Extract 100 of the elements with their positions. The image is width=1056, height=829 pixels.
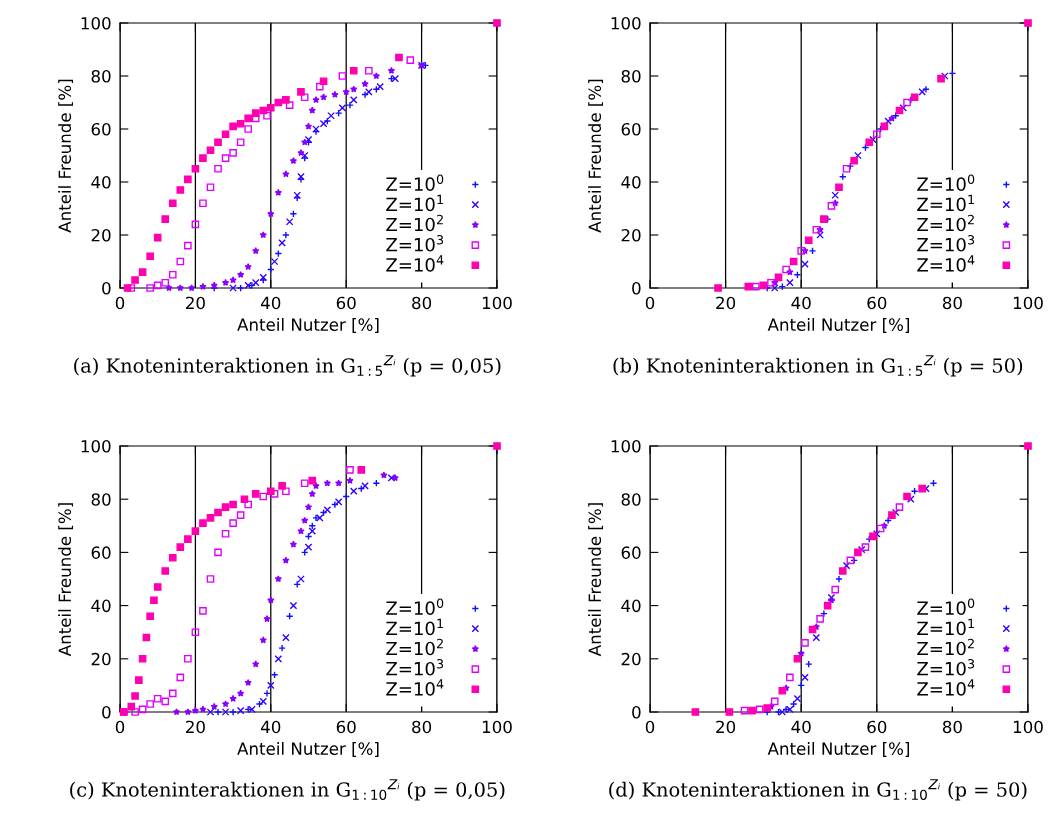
point: [266, 681, 275, 690]
point: [221, 278, 230, 286]
point: [801, 639, 809, 647]
point: [221, 529, 230, 538]
point: [168, 270, 177, 279]
y-tick-label: 80: [621, 69, 641, 83]
point: [206, 146, 215, 155]
point: [1024, 442, 1032, 450]
point: [244, 500, 253, 509]
point: [138, 268, 147, 276]
point: [816, 615, 824, 623]
point: [221, 503, 230, 512]
point: [748, 706, 756, 715]
text: (d) Knoteninteraktionen in G$_{1:10}$$^{Zᵢ}$ (p = 50): [609, 779, 1027, 801]
y-axis-title: Anteil Freunde [%]: [588, 79, 604, 233]
legend-label: Z=10$^{2}$: [386, 214, 443, 232]
point: [804, 236, 813, 245]
x-tick-label: 60: [867, 296, 887, 310]
legend-label: Z=10$^{3}$: [917, 234, 975, 252]
point: [357, 466, 366, 474]
point: [131, 708, 139, 716]
point: [270, 490, 279, 498]
point: [274, 188, 283, 196]
text: (a) Knoteninteraktionen in G$_{1:5}$$^{Zᵢ}$ (p = 0,05): [74, 355, 501, 377]
x-tick-label: 100: [1013, 720, 1043, 734]
point: [259, 106, 268, 115]
point: [282, 96, 290, 104]
point: [131, 692, 139, 700]
point: [184, 708, 192, 716]
point: [1024, 19, 1032, 27]
point: [191, 220, 200, 229]
point: [127, 702, 136, 711]
point: [176, 673, 185, 682]
legend-label: Z=10$^{2}$: [917, 214, 974, 232]
point: [229, 500, 237, 509]
point: [263, 689, 271, 698]
x-tick-label: 100: [1013, 296, 1043, 310]
point: [763, 704, 772, 712]
point: [153, 281, 162, 290]
point: [236, 284, 245, 292]
point: [300, 93, 309, 102]
point: [278, 239, 286, 247]
point: [285, 217, 294, 226]
y-axis-title: Anteil Freunde [%]: [588, 503, 604, 657]
legend-label: Z=10$^{0}$: [917, 598, 975, 615]
point: [752, 282, 760, 291]
point: [767, 278, 775, 287]
point: [270, 257, 279, 266]
point: [395, 53, 403, 62]
x-tick-label: 60: [336, 720, 356, 734]
point: [251, 114, 260, 123]
point: [691, 708, 700, 716]
point: [304, 122, 313, 130]
point: [161, 278, 170, 287]
point: [229, 122, 237, 131]
point: [789, 700, 798, 708]
point: [361, 482, 369, 490]
x-tick-label: 0: [645, 720, 655, 734]
y-tick-label: 80: [621, 493, 641, 506]
point: [131, 276, 139, 284]
point: [493, 442, 501, 450]
point: [804, 660, 813, 668]
point: [304, 503, 313, 511]
point: [361, 90, 369, 99]
legend-label: Z=10$^{0}$: [917, 174, 975, 191]
point: [252, 660, 260, 668]
point: [364, 88, 373, 96]
x-tick-label: 80: [412, 720, 432, 734]
x-tick-label: 80: [942, 720, 962, 734]
point: [229, 149, 237, 157]
point: [346, 466, 354, 474]
point: [274, 575, 283, 583]
point: [331, 500, 339, 509]
point: [263, 111, 271, 120]
point: [774, 708, 783, 716]
point: [191, 628, 200, 637]
x-tick-label: 100: [482, 720, 512, 734]
point: [895, 503, 904, 512]
point: [176, 186, 185, 194]
point: [161, 697, 170, 706]
point: [820, 215, 828, 223]
x-tick-label: 40: [261, 296, 281, 310]
point: [854, 548, 862, 557]
point: [168, 199, 177, 208]
point: [229, 519, 237, 527]
point: [199, 607, 207, 615]
point: [338, 103, 347, 112]
legend-label: Z=10$^{0}$: [386, 174, 444, 191]
text: (b) Knoteninteraktionen in G$_{1:5}$$^{Zᵢ}$ (p = 50): [613, 355, 1023, 377]
point: [146, 612, 154, 621]
point: [797, 247, 806, 255]
legend-label: Z=10$^{4}$: [386, 255, 444, 272]
point: [191, 527, 200, 535]
y-tick-label: 40: [91, 599, 111, 613]
point: [266, 103, 275, 112]
point: [910, 93, 919, 102]
point: [770, 697, 779, 706]
point: [918, 88, 926, 96]
point: [138, 654, 147, 663]
point: [801, 260, 809, 268]
